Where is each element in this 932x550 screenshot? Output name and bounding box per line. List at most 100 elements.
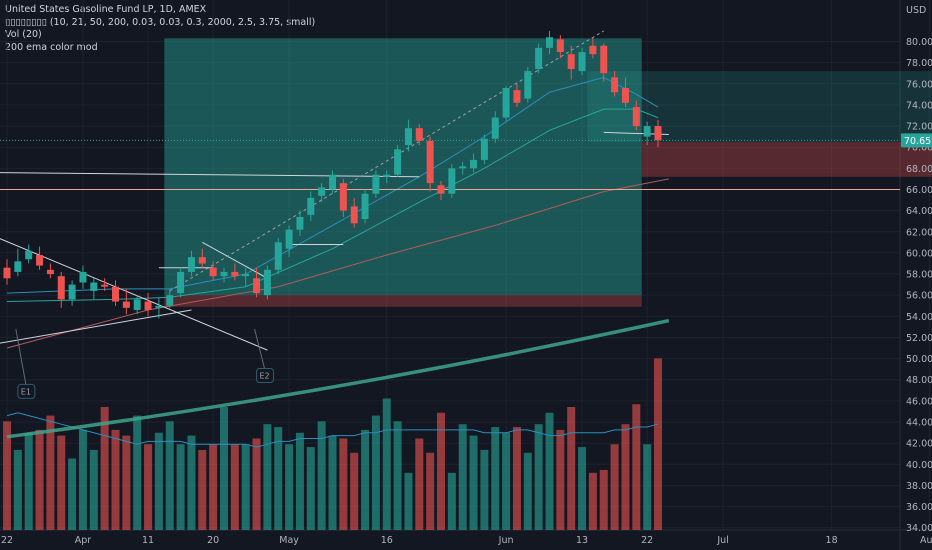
candle-body: [14, 261, 22, 272]
candle-body: [36, 255, 44, 266]
volume-bar: [3, 421, 11, 530]
price-axis[interactable]: 80.00 78.00 76.00 74.00 72.00 70.00 68.00 66.00…: [901, 5, 932, 534]
legend-title: United States Gasoline Fund LP, 1D, AMEX: [5, 4, 207, 15]
price-tick-label: 48.00: [906, 375, 932, 386]
candle-body: [155, 305, 163, 308]
volume-bar: [285, 444, 294, 530]
price-tick-label: 46.00: [906, 396, 932, 407]
candle-body: [426, 140, 434, 184]
price-tick-label: 64.00: [906, 206, 932, 217]
volume-bar: [350, 452, 359, 530]
volume-bar: [220, 407, 228, 530]
candle-body: [459, 166, 467, 169]
volume-bar: [415, 438, 424, 530]
candle-body: [187, 257, 195, 272]
volume-bar: [230, 444, 239, 530]
volume-bar: [393, 421, 402, 530]
price-tick-label: 34.00: [906, 523, 932, 534]
candle-body: [285, 229, 293, 249]
candle-body: [166, 295, 174, 306]
legend-volume: Vol (20): [5, 29, 42, 40]
candle-body: [263, 269, 271, 296]
candle-body: [632, 107, 640, 127]
candle-body: [90, 282, 98, 291]
volume-bar: [621, 424, 630, 530]
chart-legend: United States Gasoline Fund LP, 1D, AMEX…: [5, 4, 315, 54]
volume-bar: [209, 444, 218, 530]
candle-body: [404, 128, 412, 146]
volume-bar: [480, 449, 489, 530]
volume-bar: [274, 427, 283, 530]
volume-bar: [426, 452, 435, 530]
volume-bar: [654, 358, 662, 530]
candle-body: [350, 206, 358, 224]
price-tick-label: 70.00: [906, 143, 932, 154]
price-tick-label: 52.00: [906, 333, 932, 344]
candle-body: [643, 126, 651, 137]
price-tick-label: 58.00: [906, 270, 932, 281]
last-price-tag: [901, 133, 932, 148]
candle-body: [122, 301, 130, 308]
volume-bar: [24, 432, 33, 530]
candle-body: [144, 301, 152, 310]
candle-body: [513, 90, 521, 103]
candle-body: [101, 284, 109, 287]
volume-bar: [567, 407, 576, 530]
price-tick-label: 78.00: [906, 58, 932, 69]
price-tick-label: 42.00: [906, 439, 932, 450]
volume-bar: [100, 407, 109, 530]
price-tick-label: 40.00: [906, 460, 932, 471]
price-tick-label: 74.00: [906, 100, 932, 111]
volume-bar: [306, 447, 315, 530]
candle-body: [46, 269, 54, 275]
candle-body: [556, 39, 564, 53]
annotation-box: [256, 368, 275, 384]
candle-body: [394, 149, 402, 175]
volume-bar: [317, 421, 326, 530]
volume-bar: [578, 447, 587, 530]
volume-bar: [176, 444, 185, 530]
candles: [3, 30, 662, 319]
zone-short-target: [587, 71, 932, 142]
candle-body: [329, 174, 336, 190]
candle-body: [25, 250, 33, 260]
candle-body: [133, 299, 141, 310]
volume-bar: [144, 444, 153, 530]
candle-body: [437, 185, 445, 194]
volume-bar: [328, 435, 337, 530]
candle-body: [621, 88, 629, 103]
trendline: [0, 309, 192, 344]
candle-body: [502, 88, 510, 118]
volume-bar: [89, 449, 98, 530]
volume-bar: [35, 429, 44, 530]
volume-bar: [68, 458, 77, 530]
time-tick-label: 11: [142, 535, 154, 546]
price-tick-label: 38.00: [906, 481, 932, 492]
time-tick-label: 22: [1, 535, 13, 546]
volume-bar: [57, 435, 66, 530]
volume-bar: [512, 427, 521, 530]
volume-bar: [252, 438, 261, 530]
time-tick-label: 16: [381, 535, 393, 546]
volume-bar: [241, 444, 250, 530]
candle-body: [600, 45, 608, 74]
candle-body: [470, 159, 478, 169]
trendline: [169, 30, 605, 292]
candle-body: [198, 257, 206, 264]
candle-body: [318, 187, 326, 196]
time-axis[interactable]: 22 Apr 11 20 May 16 Jun 13 22 Jul 18 Aug: [1, 535, 932, 546]
ema200-line: [6, 318, 670, 439]
ma-teal-line: [6, 108, 659, 303]
volume-bar: [154, 432, 163, 530]
candle-body: [220, 271, 228, 277]
candle-body: [589, 45, 597, 55]
legend-ema: 200 ema color mod: [5, 41, 98, 53]
trendline: [0, 172, 420, 178]
last-price-label: 70.65: [904, 136, 931, 147]
annotations: E1 E2: [15, 328, 275, 399]
volume-bar: [263, 424, 272, 530]
volume-bar: [491, 427, 500, 530]
volume-bar: [502, 432, 511, 530]
volume-bar: [437, 412, 445, 530]
